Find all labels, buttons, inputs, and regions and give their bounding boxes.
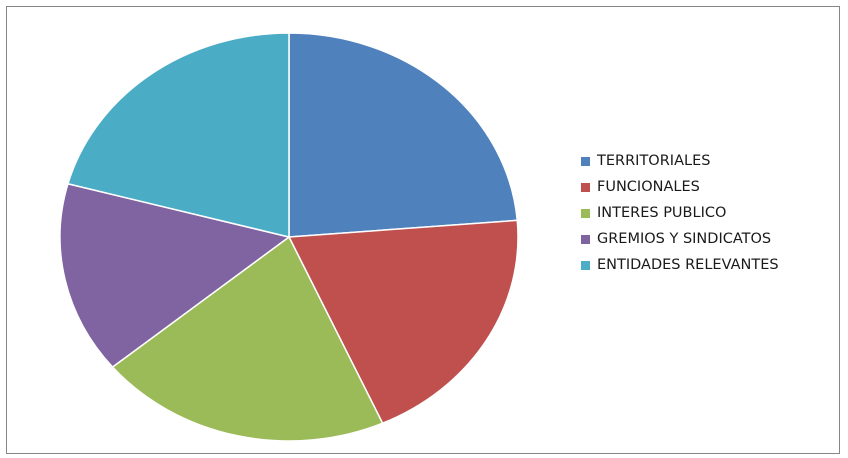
legend-swatch-territoriales xyxy=(581,156,590,166)
legend-swatch-interes-publico xyxy=(581,208,590,218)
pie-slice-funcionales xyxy=(287,219,519,425)
legend: TERRITORIALES FUNCIONALES INTERES PUBLIC… xyxy=(581,148,843,278)
pie-slice-gremios-y-sindicatos xyxy=(59,182,291,369)
pie-slices xyxy=(59,32,519,442)
legend-swatch-funcionales xyxy=(581,182,590,192)
pie-slice-territoriales xyxy=(288,32,519,238)
legend-item-funcionales: FUNCIONALES xyxy=(581,174,843,200)
legend-item-interes-publico: INTERES PUBLICO xyxy=(581,200,843,226)
legend-label-interes-publico: INTERES PUBLICO xyxy=(597,205,727,221)
legend-item-gremios-y-sindicatos: GREMIOS Y SINDICATOS xyxy=(581,226,843,252)
legend-swatch-entidades-relevantes xyxy=(581,260,590,270)
legend-label-gremios-y-sindicatos: GREMIOS Y SINDICATOS xyxy=(597,231,772,247)
pie-slice-entidades-relevantes xyxy=(66,32,290,238)
pie-slice-interes-publico xyxy=(111,235,384,442)
legend-label-funcionales: FUNCIONALES xyxy=(597,179,700,195)
legend-label-territoriales: TERRITORIALES xyxy=(597,153,711,169)
legend-swatch-gremios-y-sindicatos xyxy=(581,234,590,244)
legend-item-entidades-relevantes: ENTIDADES RELEVANTES xyxy=(581,252,843,278)
legend-label-entidades-relevantes: ENTIDADES RELEVANTES xyxy=(597,257,779,273)
legend-item-territoriales: TERRITORIALES xyxy=(581,148,843,174)
